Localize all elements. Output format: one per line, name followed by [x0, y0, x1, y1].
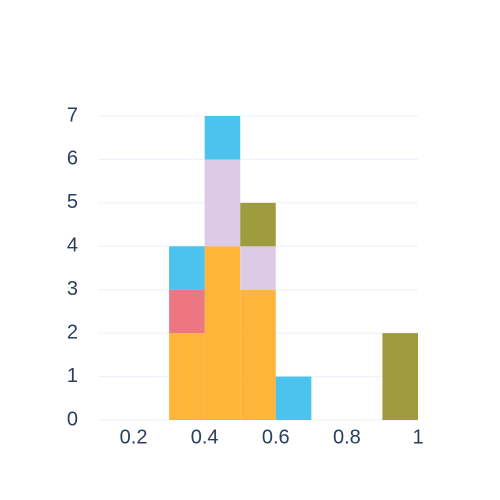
- x-tick-label: 0.4: [191, 426, 219, 448]
- y-tick-label: 0: [67, 408, 78, 430]
- bar: [275, 376, 312, 420]
- y-tick-label: 4: [67, 235, 78, 257]
- bar: [240, 202, 276, 247]
- bar: [382, 333, 418, 420]
- y-tick-label: 7: [67, 104, 78, 126]
- y-tick-label: 1: [67, 365, 78, 387]
- bar: [169, 333, 205, 420]
- bar: [204, 159, 241, 247]
- x-tick-label: 0.6: [262, 426, 290, 448]
- y-tick-label: 5: [67, 191, 78, 213]
- bar: [169, 289, 205, 334]
- bar: [240, 289, 276, 420]
- bar: [240, 246, 276, 290]
- bar: [204, 246, 241, 420]
- x-tick-label: 1: [412, 426, 423, 448]
- x-tick-label: 0.2: [120, 426, 148, 448]
- x-tick-label: 0.8: [333, 426, 361, 448]
- y-tick-label: 6: [67, 148, 78, 170]
- bar: [204, 116, 241, 160]
- bar: [169, 246, 205, 290]
- y-tick-label: 3: [67, 278, 78, 300]
- y-tick-label: 2: [67, 321, 78, 343]
